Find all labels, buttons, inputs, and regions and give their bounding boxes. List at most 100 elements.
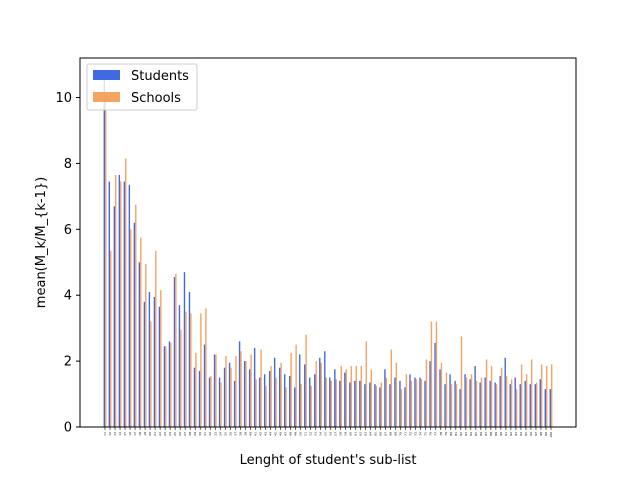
bar-students-42 bbox=[258, 377, 261, 427]
bar-students-81 bbox=[454, 380, 456, 428]
bar-schools-86 bbox=[480, 377, 483, 427]
x-tick-label: 27 bbox=[183, 432, 187, 436]
bar-students-65 bbox=[374, 384, 376, 427]
x-tick-label: 89 bbox=[494, 432, 498, 436]
bar-students-35 bbox=[223, 367, 226, 427]
bar-schools-84 bbox=[470, 374, 473, 427]
bar-students-91 bbox=[504, 357, 506, 427]
bar-schools-18 bbox=[140, 237, 142, 427]
x-tick-label: 22 bbox=[158, 432, 162, 436]
bar-schools-55 bbox=[325, 377, 327, 427]
bar-students-26 bbox=[178, 305, 181, 427]
x-tick-label: 47 bbox=[283, 432, 287, 436]
x-tick-label: 28 bbox=[188, 432, 192, 436]
x-tick-label: 23 bbox=[163, 432, 167, 436]
x-tick-label: 98 bbox=[539, 432, 543, 436]
bar-students-18 bbox=[138, 262, 141, 427]
x-tick-label: 62 bbox=[359, 432, 363, 436]
bar-schools-87 bbox=[485, 359, 488, 427]
bar-students-74 bbox=[419, 377, 421, 427]
bar-students-83 bbox=[464, 374, 466, 427]
bar-schools-52 bbox=[310, 385, 312, 427]
bar-schools-28 bbox=[190, 313, 192, 427]
bar-schools-37 bbox=[235, 356, 237, 427]
bar-students-68 bbox=[389, 384, 391, 427]
bar-students-21 bbox=[153, 296, 156, 427]
x-tick-label: 45 bbox=[273, 432, 277, 436]
bar-schools-42 bbox=[260, 349, 262, 427]
bar-students-33 bbox=[213, 354, 216, 427]
bar-schools-53 bbox=[315, 361, 317, 427]
bar-schools-89 bbox=[495, 384, 498, 427]
bar-students-52 bbox=[309, 377, 311, 427]
bar-students-57 bbox=[334, 369, 336, 427]
y-tick-label: 8 bbox=[64, 157, 72, 172]
x-tick-label: 95 bbox=[524, 432, 528, 436]
x-tick-label: 86 bbox=[479, 432, 483, 436]
bar-students-84 bbox=[469, 379, 471, 427]
bar-students-80 bbox=[449, 374, 451, 427]
x-tick-label: 94 bbox=[519, 432, 523, 436]
bar-students-49 bbox=[294, 387, 296, 427]
x-tick-label: 11 bbox=[103, 432, 107, 436]
bar-schools-95 bbox=[525, 374, 528, 427]
x-tick-label: 49 bbox=[293, 432, 297, 436]
x-tick-label: 77 bbox=[434, 432, 438, 436]
bar-students-41 bbox=[253, 347, 256, 427]
x-tick-label: 36 bbox=[228, 432, 232, 436]
bar-schools-39 bbox=[245, 361, 247, 427]
x-tick-label: 48 bbox=[288, 432, 292, 436]
bar-students-40 bbox=[248, 369, 251, 427]
bar-students-62 bbox=[359, 380, 361, 428]
y-tick-label: 4 bbox=[64, 289, 72, 304]
bar-students-75 bbox=[424, 380, 426, 428]
x-tick-label: 99 bbox=[544, 432, 548, 436]
y-axis-label: mean(M_k/M_{k-1}) bbox=[34, 177, 49, 308]
x-tick-label: 80 bbox=[449, 432, 453, 436]
x-tick-label: 41 bbox=[253, 432, 257, 436]
x-tick-label: 71 bbox=[404, 432, 408, 436]
bar-schools-20 bbox=[150, 321, 152, 427]
x-tick-label: 79 bbox=[444, 432, 448, 436]
bar-schools-76 bbox=[430, 321, 433, 427]
bar-schools-63 bbox=[365, 341, 367, 427]
x-tick-label: 74 bbox=[419, 432, 423, 436]
bar-schools-96 bbox=[530, 359, 533, 427]
bar-students-60 bbox=[349, 382, 351, 427]
bar-schools-69 bbox=[395, 362, 398, 427]
bar-schools-41 bbox=[255, 379, 257, 427]
bar-students-27 bbox=[183, 272, 186, 427]
x-tick-label: 46 bbox=[278, 432, 282, 436]
bar-schools-58 bbox=[340, 366, 342, 427]
bar-schools-34 bbox=[220, 382, 222, 427]
x-tick-label: 66 bbox=[379, 432, 383, 436]
x-tick-label: 68 bbox=[389, 432, 393, 436]
x-axis-label: Lenght of student's sub-list bbox=[240, 453, 417, 468]
x-tick-label: 87 bbox=[484, 432, 488, 436]
x-tick-label: 33 bbox=[213, 432, 217, 436]
x-tick-label: 64 bbox=[369, 432, 373, 436]
bar-students-63 bbox=[364, 384, 366, 427]
bar-students-44 bbox=[268, 370, 271, 427]
x-tick-label: 52 bbox=[308, 432, 312, 436]
bar-students-12 bbox=[108, 181, 111, 427]
bar-students-39 bbox=[243, 361, 246, 427]
bar-schools-24 bbox=[170, 342, 172, 427]
x-axis: 11 12 13 14 15 16 17 18 19 20 21 22 23 24 25 26 27 28 29 30… bbox=[103, 427, 553, 438]
bar-schools-21 bbox=[155, 250, 157, 427]
x-tick-label: 55 bbox=[323, 432, 327, 436]
bar-students-95 bbox=[524, 380, 526, 428]
x-tick-label: 83 bbox=[464, 432, 468, 436]
bar-schools-47 bbox=[285, 387, 287, 427]
bar-schools-31 bbox=[205, 308, 207, 427]
x-tick-label: 97 bbox=[534, 432, 538, 436]
bar-schools-99 bbox=[545, 366, 548, 427]
bars-group bbox=[103, 77, 553, 428]
bar-students-50 bbox=[299, 354, 301, 427]
bar-students-54 bbox=[319, 357, 321, 427]
bar-students-28 bbox=[188, 291, 191, 427]
bar-students-56 bbox=[329, 377, 331, 427]
x-tick-label: 40 bbox=[248, 432, 252, 436]
bar-schools-15 bbox=[125, 158, 127, 428]
x-tick-label: 60 bbox=[349, 432, 353, 436]
